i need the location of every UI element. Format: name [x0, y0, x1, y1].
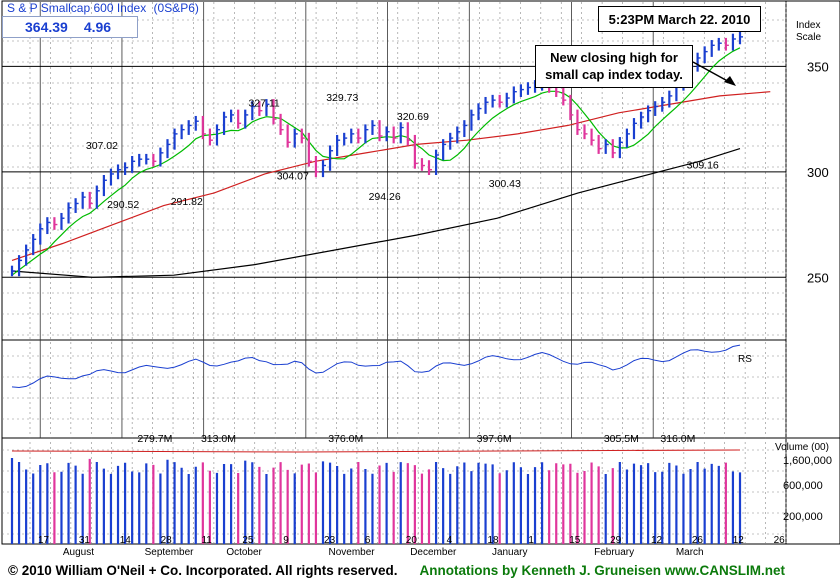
y-tick-label: 300 — [807, 165, 829, 180]
price-label: 291.82 — [171, 196, 203, 208]
ma-200-line — [11, 148, 741, 278]
month-label: December — [410, 547, 457, 558]
price-box: 364.39 4.96 — [2, 16, 138, 38]
index-scale-label-2: Scale — [796, 32, 821, 43]
price-label: 327.11 — [248, 98, 279, 110]
timestamp-box: 5:23PM March 22. 2010 — [598, 6, 761, 32]
volume-label: 376.0M — [328, 433, 363, 445]
price-label: 294.26 — [369, 191, 401, 203]
volume-average-line — [11, 449, 741, 453]
month-label: August — [63, 547, 94, 558]
price-label: 329.73 — [326, 92, 358, 104]
price-label: 304.07 — [277, 170, 309, 182]
x-tick-label: 12 — [733, 535, 745, 546]
x-tick-label: 29 — [610, 535, 622, 546]
index-scale-label: Index — [796, 20, 820, 31]
x-tick-label: 11 — [201, 535, 212, 546]
x-tick-label: 31 — [79, 535, 91, 546]
price-panel — [1, 0, 840, 439]
price-label: 320.69 — [397, 111, 429, 123]
rs-line — [11, 344, 741, 389]
x-tick-label: 20 — [406, 535, 418, 546]
month-label: January — [492, 547, 528, 558]
month-label: November — [328, 547, 375, 558]
rs-label: RS — [738, 354, 752, 365]
volume-label: 316.0M — [660, 433, 695, 445]
ma-10-line — [11, 47, 741, 276]
price-label: 307.02 — [86, 140, 118, 152]
volume-tick-label: 1,600,000 — [783, 455, 832, 467]
price-bars — [10, 31, 743, 277]
volume-label: 279.7M — [137, 433, 172, 445]
annotation-line-1: New closing high for — [550, 50, 678, 65]
volume-label: 313.0M — [201, 433, 236, 445]
copyright: © 2010 William O'Neil + Co. Incorporated… — [8, 563, 398, 578]
y-axis-labels: 250 300 350 — [807, 59, 829, 285]
volume-label: 305.5M — [604, 433, 639, 445]
footer: © 2010 William O'Neil + Co. Incorporated… — [0, 559, 840, 582]
x-tick-label: 17 — [38, 535, 50, 546]
index-symbol: (0S&P6) — [153, 1, 199, 15]
x-tick-label: 4 — [447, 535, 453, 546]
x-tick-label: 18 — [488, 535, 500, 546]
chart-header: S & P Smallcap 600 Index (0S&P6) — [7, 1, 199, 15]
x-tick-label: 28 — [161, 535, 173, 546]
price-change: 4.96 — [83, 19, 112, 35]
month-label: October — [226, 547, 262, 558]
x-tick-label: 25 — [242, 535, 254, 546]
month-label: February — [594, 547, 634, 558]
x-tick-label: 26 — [774, 535, 786, 546]
current-price: 364.39 — [25, 19, 68, 35]
x-tick-label: 12 — [651, 535, 663, 546]
y-tick-label: 350 — [807, 59, 829, 74]
x-tick-label: 6 — [365, 535, 371, 546]
annotation-arrowhead — [724, 76, 736, 86]
annotation-box: New closing high for small cap index tod… — [535, 45, 693, 88]
annotation-line-2: small cap index today. — [545, 67, 683, 82]
y-tick-label: 250 — [807, 270, 829, 285]
x-axis: 17 31 14 28 11 25 9 23 6 20 4 18 1 15 29 12 26 12 26 August… — [38, 535, 785, 558]
volume-tick-label: 200,000 — [783, 511, 823, 523]
volume-tick-label: 600,000 — [783, 480, 823, 492]
index-title: S & P Smallcap 600 Index — [7, 1, 147, 15]
x-tick-label: 1 — [528, 535, 534, 546]
x-tick-label: 9 — [283, 535, 289, 546]
volume-bars — [10, 458, 742, 544]
x-tick-label: 14 — [120, 535, 132, 546]
timestamp: 5:23PM March 22. 2010 — [608, 11, 751, 27]
x-tick-label: 15 — [569, 535, 581, 546]
price-label: 300.43 — [489, 178, 521, 190]
month-label: March — [676, 547, 704, 558]
price-label: 290.52 — [107, 199, 139, 211]
annotation-credit: Annotations by Kenneth J. Gruneisen www.… — [419, 563, 786, 578]
grid-lines — [2, 2, 787, 543]
price-label: 309.16 — [687, 160, 719, 172]
month-label: September — [145, 547, 195, 558]
volume-axis-label: Volume (00) — [775, 442, 829, 453]
volume-label: 397.6M — [477, 433, 512, 445]
x-tick-label: 26 — [692, 535, 704, 546]
ma-50-line — [11, 91, 771, 261]
x-tick-label: 23 — [324, 535, 336, 546]
volume-labels: 279.7M 313.0M 376.0M 397.6M 305.5M 316.0M 1,60… — [137, 433, 832, 523]
